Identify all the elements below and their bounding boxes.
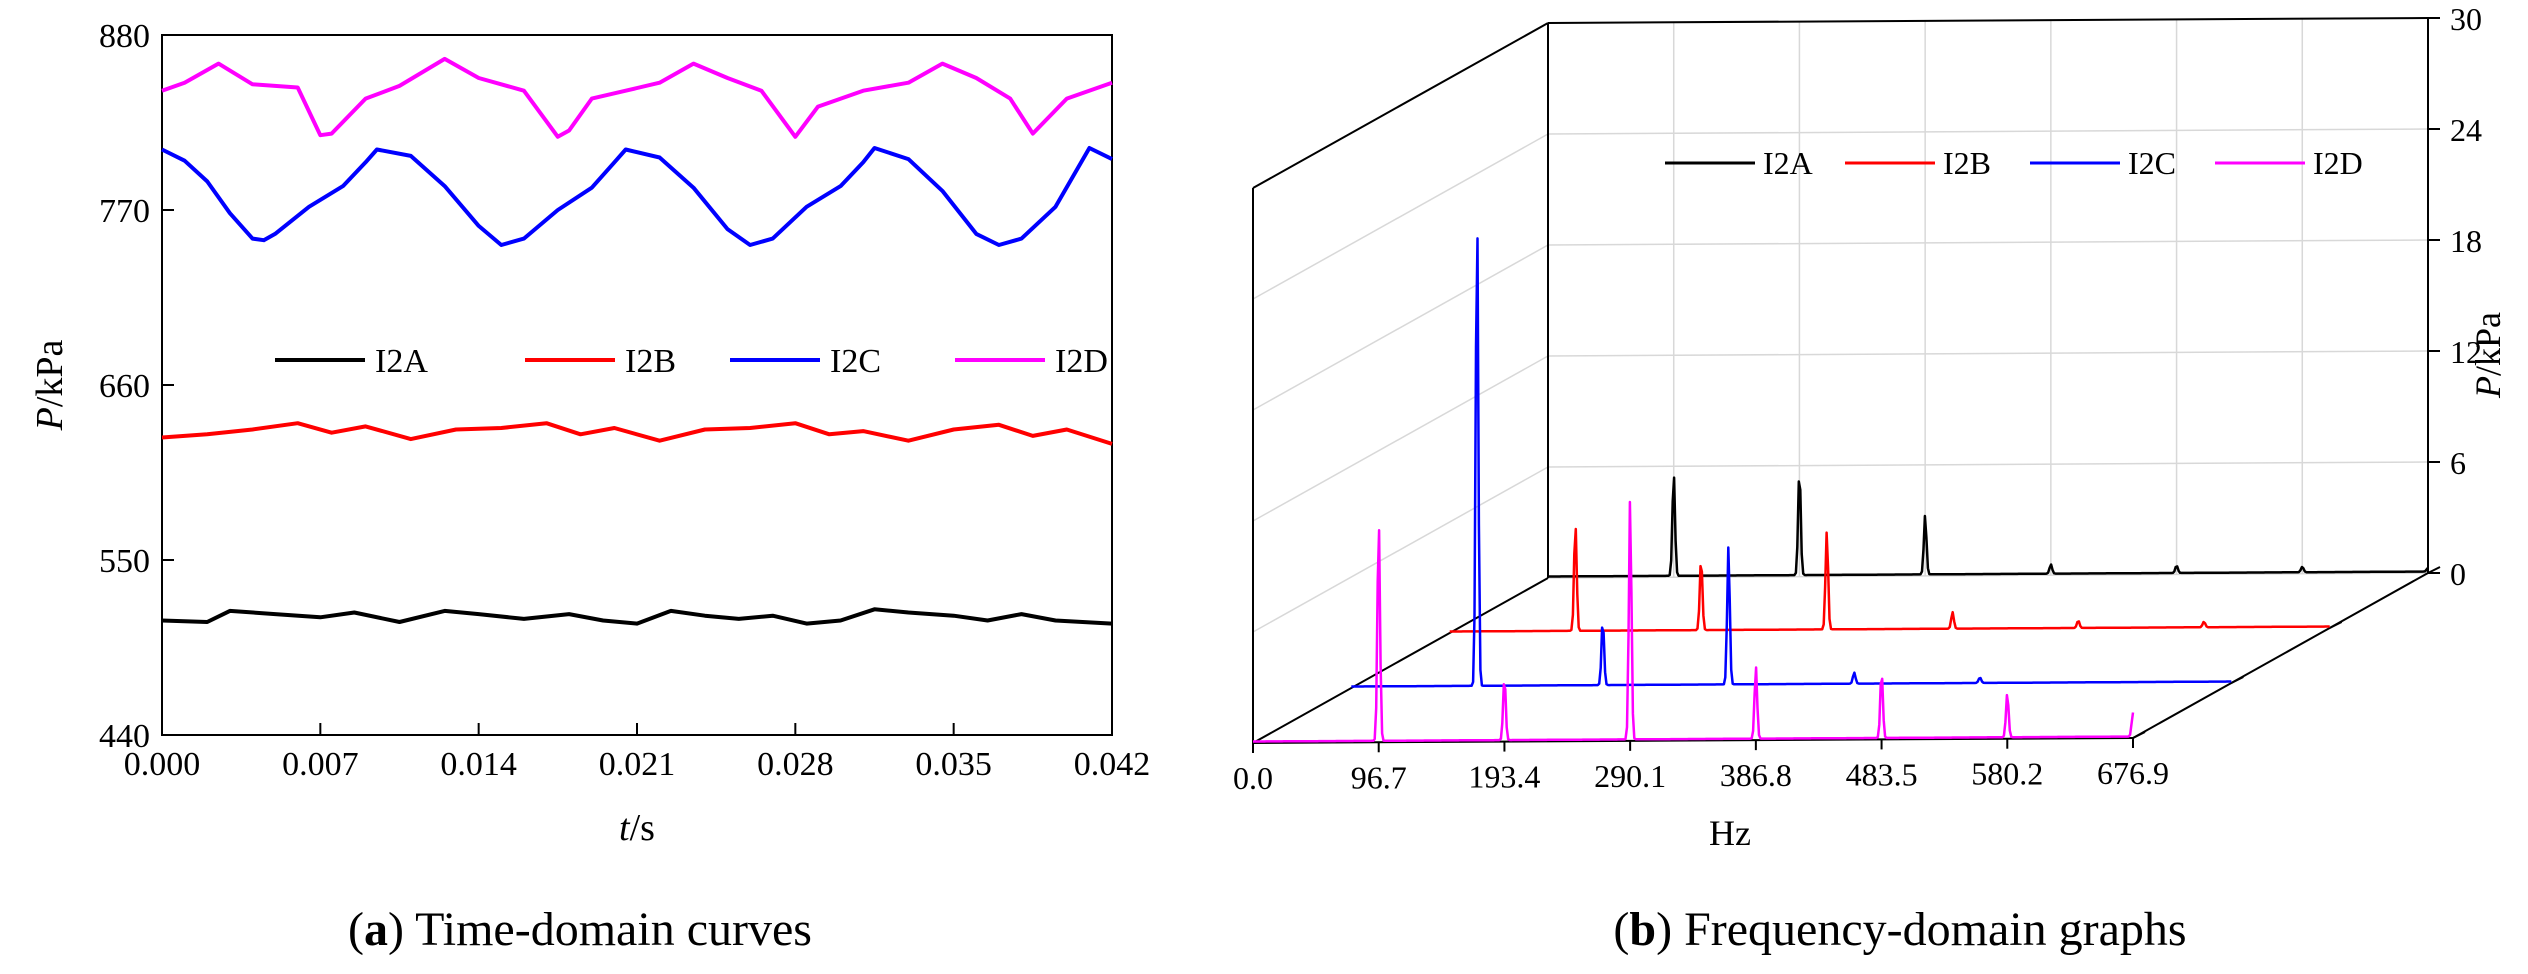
legend-label-i2a: I2A — [375, 343, 428, 380]
frame-edge — [1252, 577, 1549, 744]
side-wall-grid-line — [1252, 355, 1549, 522]
back-wall-grid-line — [1547, 128, 2429, 135]
x-tick-label: 676.9 — [2097, 755, 2169, 791]
side-wall-grid-line — [1252, 133, 1549, 300]
back-wall-grid-line — [1547, 239, 2429, 246]
x-tick-label: 386.8 — [1720, 757, 1792, 793]
frame-edge — [1547, 17, 2429, 24]
x-tick-label: 0.042 — [1074, 746, 1151, 783]
z-tick-label: 24 — [2450, 112, 2482, 148]
time-domain-panel: 0.000 0.007 0.014 0.021 0.028 0.035 0.042 440 5… — [29, 18, 1150, 956]
frequency-domain-panel: 0.0 96.7 193.4 290.1 386.8 483.5 580.2 676.9 0 6… — [1233, 1, 2508, 956]
frequency-domain-z-tick-labels: 0 6 12 18 24 30 — [2428, 1, 2482, 592]
frequency-domain-legend: I2A I2B I2C I2D — [1665, 145, 2363, 181]
y-tick-label: 770 — [99, 193, 150, 230]
frequency-domain-series-group — [1253, 237, 2429, 743]
time-domain-series-group — [161, 56, 1113, 626]
spectrum-line-i2b — [1449, 527, 2330, 633]
frequency-domain-x-tick-labels: 0.0 96.7 193.4 290.1 386.8 483.5 580.2 676.9 — [1233, 738, 2169, 796]
legend-label-i2d: I2D — [1055, 343, 1108, 380]
frequency-domain-x-axis-label: Hz — [1709, 813, 1751, 853]
series-line-i2c — [161, 146, 1113, 247]
time-domain-caption: (a) Time-domain curves — [348, 903, 812, 956]
legend-label-i2a: I2A — [1763, 145, 1813, 181]
legend-label-i2d: I2D — [2313, 145, 2363, 181]
x-tick-label: 0.000 — [124, 746, 201, 783]
depth-tick-mark — [2230, 676, 2244, 684]
spectrum-line-i2c — [1351, 237, 2232, 688]
time-domain-plot-area — [161, 34, 1113, 736]
x-tick-label: 0.014 — [440, 746, 517, 783]
x-tick-label: 0.028 — [757, 746, 834, 783]
side-wall-grid-line — [1252, 244, 1549, 411]
time-domain-x-tick-labels: 0.000 0.007 0.014 0.021 0.028 0.035 0.042 — [124, 723, 1151, 783]
frequency-domain-z-axis-label: P/kPa — [2468, 312, 2508, 399]
x-axis-line — [1252, 737, 2134, 744]
x-tick-label: 290.1 — [1594, 758, 1666, 794]
time-domain-legend: I2A I2B I2C I2D — [275, 343, 1108, 380]
back-wall-grid-line — [1547, 461, 2429, 468]
depth-tick-mark — [2132, 731, 2146, 739]
y-tick-label: 440 — [99, 718, 150, 755]
back-wall-grid-line — [1547, 350, 2429, 357]
z-tick-label: 18 — [2450, 223, 2482, 259]
x-tick-label: 0.0 — [1233, 760, 1273, 796]
z-tick-label: 12 — [2450, 334, 2482, 370]
depth-axis-line — [2132, 572, 2429, 739]
time-domain-x-axis-label: t/s — [619, 807, 655, 849]
x-tick-label: 580.2 — [1971, 756, 2043, 792]
x-tick-label: 193.4 — [1468, 759, 1540, 795]
x-tick-label: 96.7 — [1351, 759, 1407, 795]
depth-tick-mark — [2329, 621, 2343, 629]
x-tick-label: 0.007 — [282, 746, 359, 783]
legend-label-i2b: I2B — [625, 343, 676, 380]
frequency-domain-caption: (b) Frequency-domain graphs — [1613, 903, 2186, 956]
back-wall-grid-line — [1547, 572, 2429, 579]
frequency-domain-3d-frame — [1252, 17, 2441, 744]
x-tick-label: 0.021 — [599, 746, 676, 783]
legend-label-i2b: I2B — [1943, 145, 1991, 181]
legend-label-i2c: I2C — [2128, 145, 2176, 181]
time-domain-y-tick-labels: 440 550 660 770 880 — [99, 18, 174, 755]
legend-label-i2c: I2C — [830, 343, 881, 380]
time-domain-y-axis-label: P/kPa — [29, 339, 71, 431]
spectrum-line-i2d — [1253, 500, 2135, 743]
series-line-i2d — [161, 56, 1113, 139]
x-tick-label: 483.5 — [1846, 756, 1918, 792]
series-line-i2a — [161, 607, 1113, 626]
z-tick-label: 30 — [2450, 1, 2482, 37]
spectrum-line-i2a — [1548, 476, 2429, 578]
z-tick-label: 0 — [2450, 556, 2466, 592]
frame-edge — [1252, 22, 1549, 189]
series-line-i2b — [161, 421, 1113, 446]
y-tick-label: 550 — [99, 543, 150, 580]
side-wall-grid-line — [1252, 466, 1549, 633]
x-tick-label: 0.035 — [915, 746, 992, 783]
y-tick-label: 660 — [99, 368, 150, 405]
z-tick-label: 6 — [2450, 445, 2466, 481]
y-tick-label: 880 — [99, 18, 150, 55]
